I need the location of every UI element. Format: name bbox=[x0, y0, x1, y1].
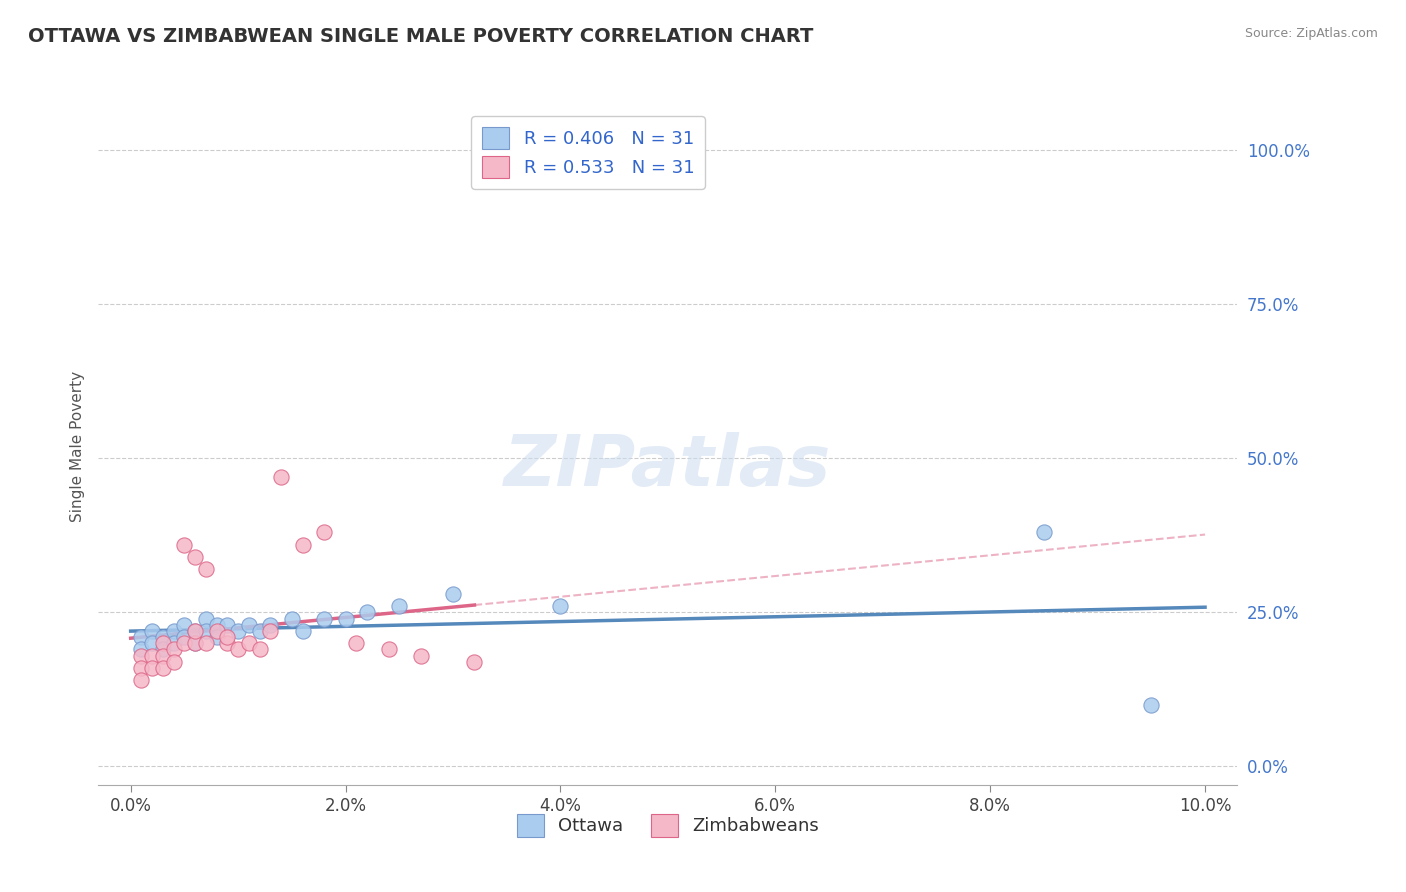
Point bbox=[173, 538, 195, 552]
Point bbox=[131, 630, 153, 644]
Point bbox=[238, 636, 260, 650]
Point bbox=[152, 642, 174, 657]
Point bbox=[194, 611, 217, 625]
Point bbox=[270, 470, 292, 484]
Point bbox=[205, 624, 228, 638]
Point bbox=[162, 655, 184, 669]
Point bbox=[184, 636, 207, 650]
Point bbox=[173, 630, 195, 644]
Point bbox=[377, 642, 399, 657]
Point bbox=[152, 636, 174, 650]
Point bbox=[152, 630, 174, 644]
Point bbox=[152, 648, 174, 663]
Y-axis label: Single Male Poverty: Single Male Poverty bbox=[69, 370, 84, 522]
Point bbox=[226, 642, 249, 657]
Point bbox=[249, 642, 271, 657]
Point bbox=[162, 624, 184, 638]
Point bbox=[184, 624, 207, 638]
Point bbox=[550, 599, 572, 614]
Point bbox=[312, 611, 335, 625]
Point bbox=[291, 538, 314, 552]
Point bbox=[173, 617, 195, 632]
Point bbox=[217, 617, 239, 632]
Point bbox=[238, 617, 260, 632]
Point bbox=[184, 549, 207, 564]
Point bbox=[441, 587, 464, 601]
Point bbox=[184, 624, 207, 638]
Text: OTTAWA VS ZIMBABWEAN SINGLE MALE POVERTY CORRELATION CHART: OTTAWA VS ZIMBABWEAN SINGLE MALE POVERTY… bbox=[28, 27, 814, 45]
Point bbox=[409, 648, 432, 663]
Point bbox=[463, 655, 485, 669]
Point bbox=[259, 617, 281, 632]
Point bbox=[194, 624, 217, 638]
Point bbox=[194, 562, 217, 576]
Point bbox=[141, 661, 163, 675]
Point bbox=[131, 661, 153, 675]
Point bbox=[388, 599, 411, 614]
Text: Source: ZipAtlas.com: Source: ZipAtlas.com bbox=[1244, 27, 1378, 40]
Point bbox=[141, 648, 163, 663]
Point bbox=[173, 636, 195, 650]
Point bbox=[162, 642, 184, 657]
Legend: Ottawa, Zimbabweans: Ottawa, Zimbabweans bbox=[509, 807, 827, 844]
Point bbox=[259, 624, 281, 638]
Point bbox=[226, 624, 249, 638]
Point bbox=[1032, 525, 1054, 540]
Point bbox=[312, 525, 335, 540]
Point bbox=[205, 617, 228, 632]
Point bbox=[184, 636, 207, 650]
Point bbox=[152, 661, 174, 675]
Point bbox=[131, 648, 153, 663]
Point bbox=[131, 642, 153, 657]
Point bbox=[1140, 698, 1163, 712]
Point bbox=[162, 636, 184, 650]
Point bbox=[281, 611, 304, 625]
Point bbox=[194, 636, 217, 650]
Point bbox=[217, 630, 239, 644]
Point bbox=[141, 624, 163, 638]
Point bbox=[131, 673, 153, 688]
Point bbox=[205, 630, 228, 644]
Point bbox=[141, 636, 163, 650]
Point bbox=[335, 611, 357, 625]
Point bbox=[344, 636, 367, 650]
Text: ZIPatlas: ZIPatlas bbox=[505, 432, 831, 500]
Point bbox=[249, 624, 271, 638]
Point bbox=[356, 606, 378, 620]
Point bbox=[217, 636, 239, 650]
Point bbox=[291, 624, 314, 638]
